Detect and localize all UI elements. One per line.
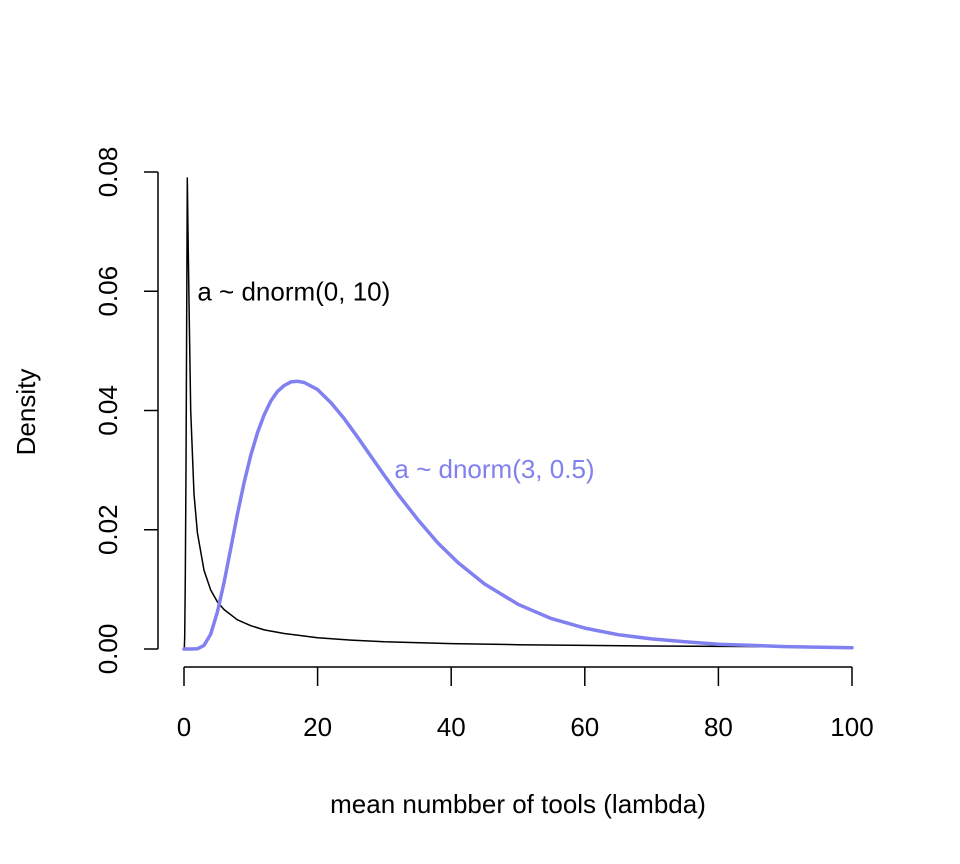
series-line-1 bbox=[183, 177, 853, 650]
x-tick-label: 20 bbox=[303, 712, 332, 742]
x-axis-title: mean numbber of tools (lambda) bbox=[330, 789, 706, 819]
annotation-label-2: a ~ dnorm(3, 0.5) bbox=[394, 454, 594, 484]
annotation-label-1: a ~ dnorm(0, 10) bbox=[197, 276, 390, 306]
annotation-layer: a ~ dnorm(0, 10) a ~ dnorm(3, 0.5) bbox=[197, 276, 594, 484]
y-tick-label: 0.04 bbox=[93, 385, 123, 436]
y-tick-label: 0.02 bbox=[93, 504, 123, 555]
x-tick-label: 40 bbox=[437, 712, 466, 742]
y-axis: 0.00 0.02 0.04 0.06 0.08 bbox=[93, 147, 159, 675]
x-axis: 0 20 40 60 80 100 bbox=[177, 666, 874, 742]
x-tick-label: 80 bbox=[704, 712, 733, 742]
x-tick-label: 60 bbox=[570, 712, 599, 742]
y-axis-title: Density bbox=[11, 369, 41, 456]
series-line-2 bbox=[182, 379, 854, 651]
y-tick-label: 0.00 bbox=[93, 624, 123, 675]
y-tick-label: 0.06 bbox=[93, 266, 123, 317]
series-layer bbox=[182, 177, 854, 651]
x-tick-label: 100 bbox=[830, 712, 873, 742]
x-tick-label: 0 bbox=[177, 712, 191, 742]
y-tick-label: 0.08 bbox=[93, 147, 123, 198]
